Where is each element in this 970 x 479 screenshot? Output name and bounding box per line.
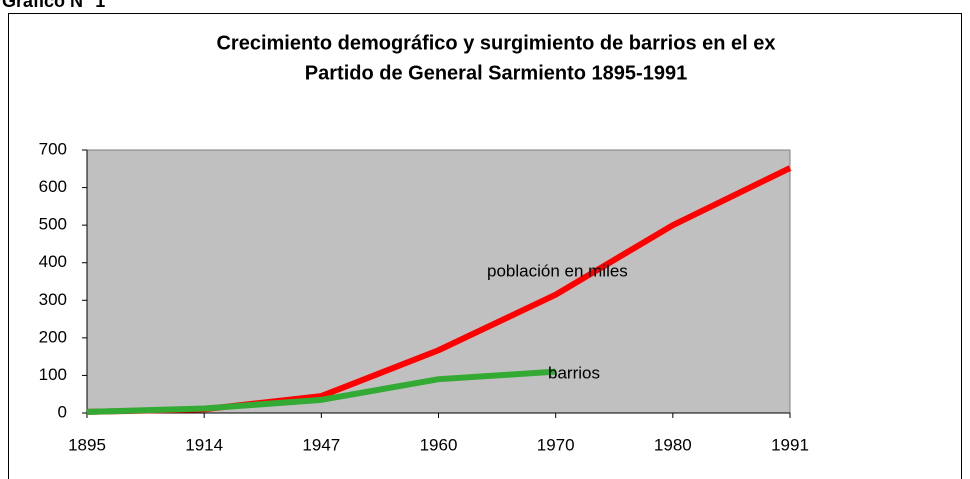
chart-frame	[8, 13, 962, 479]
chart-title: Partido de General Sarmiento 1895-1991	[305, 62, 687, 84]
x-tick-label: 1895	[68, 435, 106, 454]
heading: Gráfico N° 1	[2, 0, 105, 11]
y-tick-label: 400	[39, 252, 67, 271]
x-tick-label: 1980	[654, 435, 692, 454]
y-tick-label: 500	[39, 215, 67, 234]
x-tick-label: 1947	[302, 435, 340, 454]
plot-area	[86, 149, 791, 414]
series-line	[86, 368, 556, 415]
y-tick-label: 300	[39, 290, 67, 309]
x-tick-label: 1991	[771, 435, 809, 454]
x-tick-label: 1970	[537, 435, 575, 454]
y-tick-label: 0	[58, 402, 67, 421]
x-tick-label: 1914	[185, 435, 223, 454]
x-tick-label: 1960	[420, 435, 458, 454]
series-label: barrios	[548, 363, 600, 382]
y-tick-label: 100	[39, 365, 67, 384]
series-label: población en miles	[487, 261, 628, 280]
y-tick-label: 200	[39, 327, 67, 346]
y-tick-label: 600	[39, 177, 67, 196]
y-tick-label: 700	[39, 139, 67, 158]
chart-title: Crecimiento demográfico y surgimiento de…	[216, 32, 775, 54]
